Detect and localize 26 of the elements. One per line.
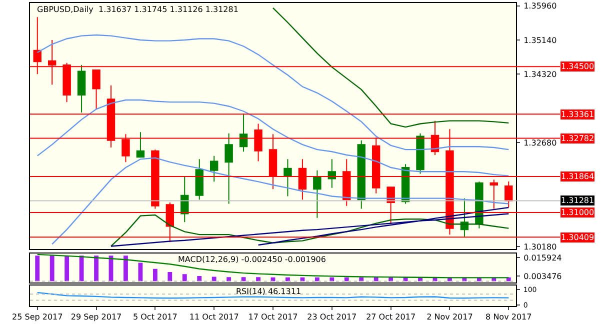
- chart-title: RSI(14) 46.1311: [236, 287, 302, 296]
- ref-line-label: 1.31281: [561, 196, 594, 205]
- y-tick-label: 0.003476: [524, 272, 562, 281]
- x-tick-label: 8 Nov 2017: [486, 312, 532, 322]
- x-tick-label: 2 Nov 2017: [426, 312, 473, 322]
- y-tick-label: 1.32680: [524, 138, 557, 148]
- x-tick-label: 27 Oct 2017: [366, 312, 416, 322]
- y-tick-label: 1.35140: [524, 36, 557, 45]
- y-tick-label: 1.30180: [524, 242, 557, 252]
- y-tick-label: 0.015924: [524, 253, 562, 262]
- ref-line-label: 1.31000: [561, 208, 594, 217]
- x-tick-label: 5 Oct 2017: [132, 312, 178, 322]
- x-tick-label: 29 Sep 2017: [70, 312, 122, 322]
- y-tick-label: 1.35960: [524, 2, 557, 11]
- ref-line-label: 1.31864: [561, 172, 594, 181]
- ref-line-label: 1.33361: [561, 110, 594, 119]
- ref-line-label: 1.32782: [561, 134, 594, 143]
- y-tick-label: 1.34320: [524, 70, 557, 79]
- chart-title: MACD(12,26,9) -0.002450 -0.001906: [178, 255, 326, 264]
- x-tick-label: 25 Sep 2017: [12, 312, 63, 322]
- x-tick-label: 17 Oct 2017: [248, 312, 298, 322]
- x-tick-label: 11 Oct 2017: [189, 312, 239, 322]
- ref-line-label: 1.30409: [561, 233, 594, 242]
- ref-line-label: 1.34500: [561, 62, 594, 71]
- x-tick-label: 23 Oct 2017: [307, 312, 357, 322]
- chart-title: GBPUSD,Daily 1.31637 1.31745 1.31126 1.31281: [37, 5, 238, 14]
